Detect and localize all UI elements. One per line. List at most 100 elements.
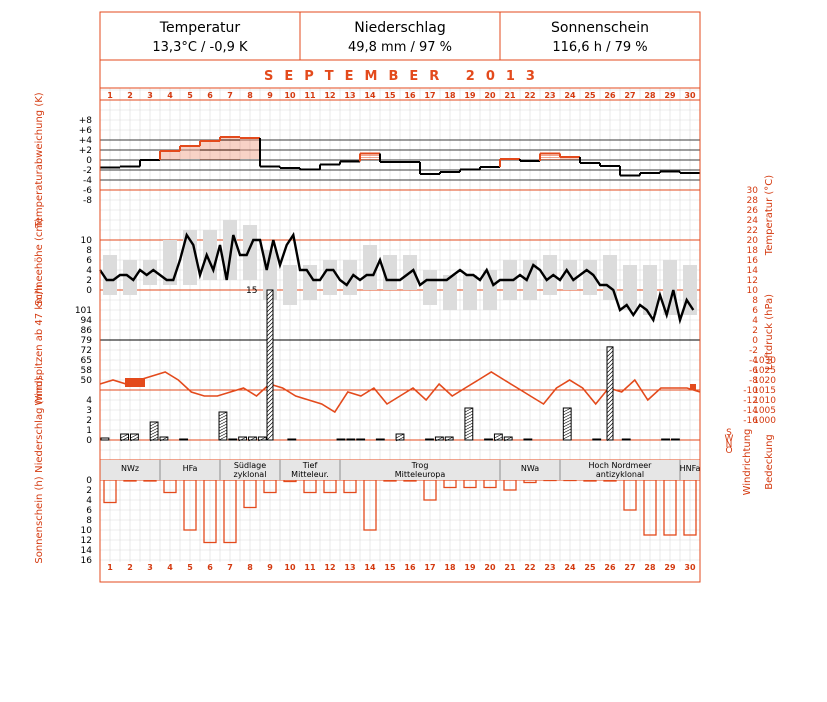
sunshine-bar — [123, 479, 137, 482]
tick-temp-right: -12 — [743, 396, 758, 406]
tick-temp-right: 20 — [747, 236, 759, 246]
tick-precip: 2 — [86, 416, 92, 426]
gust-hatch — [606, 430, 614, 438]
tick-labels: +8+6+4+20-2-4-6-810864201019486797265585… — [75, 116, 776, 566]
precip-hatch — [464, 428, 473, 434]
tick-pressure-right: 1030 — [753, 356, 776, 366]
gust-hatch — [266, 417, 274, 425]
precip-hatch — [218, 414, 228, 420]
gust-hatch — [606, 426, 614, 434]
tick-temp-right: 28 — [747, 196, 759, 206]
chart-frame — [99, 59, 701, 583]
temp-range-bar — [443, 275, 457, 310]
precip-hatch — [130, 436, 139, 442]
gust-hatch — [266, 397, 274, 405]
day-label: 28 — [644, 563, 656, 572]
day-label: 21 — [504, 91, 516, 100]
precip-bar — [346, 438, 356, 441]
temp-range-bar — [363, 245, 377, 290]
temp-range-bar — [263, 250, 277, 300]
day-label: 16 — [404, 91, 416, 100]
day-label: 9 — [267, 91, 273, 100]
precip-bar — [248, 436, 257, 441]
day-label: 13 — [344, 563, 355, 572]
day-label: 26 — [604, 91, 616, 100]
tick-snow: 2 — [86, 276, 92, 286]
precip-hatch — [464, 422, 473, 428]
gust-hatch — [606, 434, 614, 442]
weather-type-label: Hoch Nordmeer — [589, 461, 653, 470]
precip-hatch — [218, 426, 228, 432]
day-label: 14 — [364, 563, 376, 572]
day-label: 16 — [404, 563, 416, 572]
temp-range-bar — [543, 255, 557, 295]
precip-bar — [336, 438, 346, 441]
precip-hatch — [563, 434, 572, 440]
temp-range-bar — [623, 265, 637, 310]
day-label: 10 — [284, 563, 296, 572]
gust-hatch — [266, 381, 274, 389]
temp-range-bar — [663, 260, 677, 315]
precip-hatch — [563, 407, 572, 413]
day-label: 8 — [247, 91, 253, 100]
precip-bar — [621, 438, 631, 441]
axis-title-wind-dir: Windrichtung — [742, 429, 753, 496]
precip-hatch — [464, 416, 473, 422]
day-labels-top: 1 2 3 4 5 6 7 8 9 10 11 12 13 14 15 16 17 18 19 20 21 22 23 24 2… — [107, 91, 696, 100]
precip-hatch — [218, 420, 228, 426]
weather-type-label: Tief — [302, 461, 318, 470]
axis-title-sun: Sonnenschein (h) — [34, 476, 45, 563]
weather-type-label2: Mitteleur. — [291, 470, 329, 479]
gust-hatch — [266, 337, 274, 345]
precip-hatch — [563, 428, 572, 434]
precip-bar — [523, 438, 533, 441]
tick-snow: 4 — [86, 266, 92, 276]
axis-title-precip: Niederschlag (mm) — [34, 377, 45, 473]
weather-type-label2: Mitteleuropa — [395, 470, 446, 479]
tick-temp-right: -10 — [743, 386, 758, 396]
gust-hatch — [266, 389, 274, 397]
precip-hatch — [150, 421, 159, 427]
precip-hatch — [238, 436, 247, 442]
axis-title-cloud: Bedeckung — [764, 434, 775, 490]
precip-hatch — [150, 433, 159, 439]
gust-hatch — [606, 414, 614, 422]
tick-pressure-right: 1010 — [753, 396, 776, 406]
tick-sun: 16 — [81, 556, 93, 566]
day-label: 10 — [284, 91, 296, 100]
header: Temperatur 13,3°C / -0,9 K Niederschlag … — [99, 11, 701, 61]
precip-hatch — [504, 436, 513, 442]
tick-temp-right: -14 — [743, 406, 758, 416]
tick-pressure-right: 1005 — [753, 406, 776, 416]
temp-range-bar — [303, 265, 317, 300]
gust-hatch — [266, 365, 274, 373]
sunshine-bar — [543, 479, 557, 482]
precip-hatch — [563, 413, 572, 419]
precip-hatch — [563, 419, 572, 425]
gust-hatch — [606, 366, 614, 374]
header-sunshine-value: 116,6 h / 79 % — [552, 40, 647, 55]
gust-hatch — [606, 410, 614, 418]
tick-temp-dev: -4 — [83, 176, 92, 186]
temp-range-bar — [423, 270, 437, 305]
precip-bar — [503, 436, 513, 441]
precip-bar — [444, 436, 454, 441]
gust-hatch — [606, 418, 614, 426]
day-label: 11 — [304, 91, 316, 100]
tick-pressure-right: 1025 — [753, 366, 776, 376]
tick-temp-right: 16 — [747, 256, 759, 266]
precip-hatch — [563, 410, 572, 416]
gust-hatch — [266, 361, 274, 369]
day-label: 20 — [484, 91, 496, 100]
precip-hatch — [150, 424, 159, 430]
precip-hatch — [218, 432, 228, 438]
day-label: 2 — [127, 563, 133, 572]
day-label: 23 — [544, 91, 555, 100]
gust-hatch — [606, 362, 614, 370]
tick-pressure-right: 1020 — [753, 376, 776, 386]
day-label: 21 — [504, 563, 516, 572]
gust-hatch — [266, 293, 274, 301]
tick-pressure-right: 1000 — [753, 416, 776, 426]
day-label: 25 — [584, 91, 596, 100]
